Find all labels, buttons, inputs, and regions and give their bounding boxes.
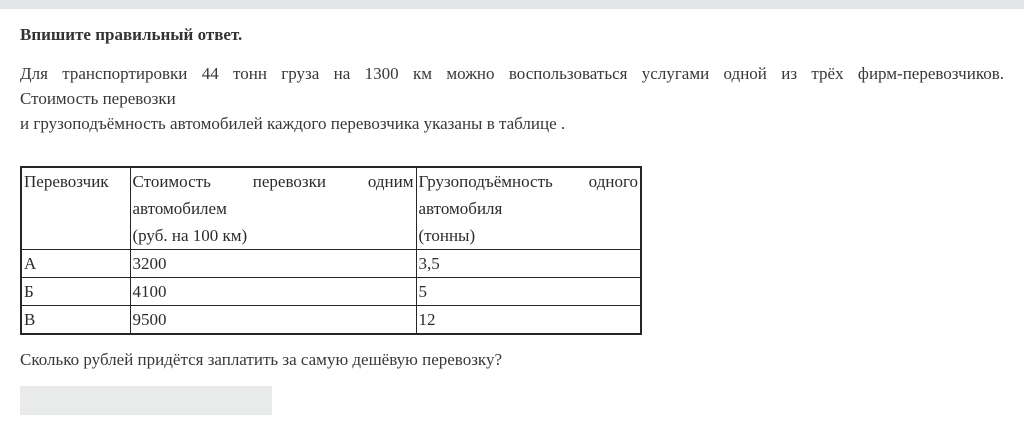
cell-capacity: 3,5 bbox=[415, 249, 642, 278]
column-header-capacity: Грузоподъёмность одного автомобиля (тонн… bbox=[415, 166, 642, 250]
cell-cost: 3200 bbox=[129, 249, 417, 278]
carriers-table: Перевозчик Стоимость перевозки одним авт… bbox=[20, 166, 642, 335]
column-header-capacity-line-3: (тонны) bbox=[418, 226, 476, 245]
column-header-carrier: Перевозчик bbox=[20, 166, 131, 250]
cell-cost: 9500 bbox=[129, 305, 417, 335]
column-header-cost: Стоимость перевозки одним автомобилем (р… bbox=[129, 166, 417, 250]
task-content: Впишите правильный ответ. Для транспорти… bbox=[0, 22, 1024, 415]
column-header-cost-line-1: Стоимость перевозки одним bbox=[132, 172, 414, 191]
cell-carrier: Б bbox=[20, 277, 131, 306]
table-header-row: Перевозчик Стоимость перевозки одним авт… bbox=[20, 166, 642, 250]
cell-carrier: А bbox=[20, 249, 131, 278]
problem-text-line-2: Стоимость перевозки bbox=[20, 89, 176, 108]
problem-text-line-1: Для транспортировки 44 тонн груза на 130… bbox=[20, 64, 1004, 83]
problem-text: Для транспортировки 44 тонн груза на 130… bbox=[20, 61, 1004, 136]
answer-input[interactable] bbox=[20, 386, 272, 415]
table-row: Б 4100 5 bbox=[20, 277, 642, 306]
cell-cost: 4100 bbox=[129, 277, 417, 306]
task-prompt-title: Впишите правильный ответ. bbox=[20, 25, 243, 44]
cell-capacity: 12 bbox=[415, 305, 642, 335]
cell-capacity: 5 bbox=[415, 277, 642, 306]
top-divider-bar bbox=[0, 0, 1024, 9]
table-row: А 3200 3,5 bbox=[20, 249, 642, 278]
table-row: В 9500 12 bbox=[20, 305, 642, 335]
problem-text-line-3: и грузоподъёмность автомобилей каждого п… bbox=[20, 114, 566, 133]
column-header-capacity-line-1: Грузоподъёмность одного bbox=[418, 172, 639, 191]
question-text: Сколько рублей придётся заплатить за сам… bbox=[20, 350, 502, 369]
column-header-cost-line-3: (руб. на 100 км) bbox=[132, 226, 248, 245]
cell-carrier: В bbox=[20, 305, 131, 335]
column-header-capacity-line-2: автомобиля bbox=[418, 199, 503, 218]
column-header-cost-line-2: автомобилем bbox=[132, 199, 227, 218]
